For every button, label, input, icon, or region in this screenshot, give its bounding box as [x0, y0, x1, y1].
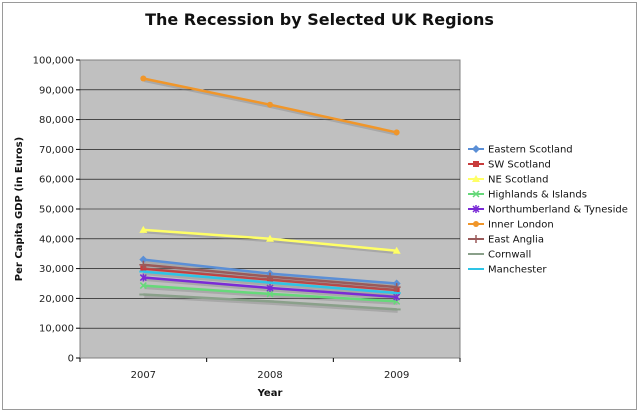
legend-item-eastern-scotland: Eastern Scotland — [468, 145, 573, 156]
data-point — [139, 273, 147, 282]
data-point — [139, 255, 148, 264]
legend-label: Northumberland & Tyneside — [488, 205, 628, 216]
y-tick-label: 60,000 — [39, 175, 74, 186]
y-tick-label: 50,000 — [39, 205, 74, 216]
data-point — [266, 234, 274, 242]
legend-marker — [472, 175, 480, 182]
legend-marker — [472, 235, 480, 243]
series-shadow — [144, 272, 398, 297]
legend-marker — [472, 205, 480, 213]
legend-label: Cornwall — [488, 250, 531, 261]
data-point — [393, 292, 401, 301]
y-axis-ticks: 0 10,000 20,000 30,000 40,000 50,000 60,000 70,… — [33, 56, 80, 365]
x-tick-label: 2007 — [131, 370, 156, 381]
series-northumberland-tyneside — [139, 273, 401, 301]
legend-item-ne-scotland: NE Scotland — [468, 175, 548, 186]
data-point — [267, 101, 273, 108]
legend: Eastern Scotland SW Scotland NE Scotland Hi… — [468, 145, 628, 276]
data-point — [266, 272, 274, 281]
legend-item-northumberland-tyneside: Northumberland & Tyneside — [468, 205, 628, 216]
legend-label: Inner London — [488, 220, 554, 231]
x-axis-title: Year — [257, 388, 283, 399]
data-point — [392, 246, 401, 254]
data-point — [139, 225, 148, 233]
data-point — [393, 129, 400, 136]
legend-label: Eastern Scotland — [488, 145, 573, 156]
legend-marker — [472, 190, 480, 198]
y-tick-label: 10,000 — [39, 324, 74, 335]
y-axis-title: Per Capita GDP (in Euros) — [14, 137, 25, 281]
legend-marker — [473, 221, 479, 227]
data-point — [266, 283, 274, 292]
y-tick-label: 70,000 — [39, 145, 74, 156]
legend-label: SW Scotland — [488, 160, 551, 171]
legend-label: NE Scotland — [488, 175, 548, 186]
y-tick-label: 40,000 — [39, 234, 74, 245]
legend-item-east-anglia: East Anglia — [468, 235, 544, 246]
series-lines — [139, 75, 401, 313]
legend-label: East Anglia — [488, 235, 544, 246]
legend-item-cornwall: Cornwall — [468, 250, 531, 261]
data-point — [266, 290, 274, 298]
series-cornwall — [139, 293, 401, 313]
series-manchester — [139, 270, 401, 297]
y-tick-label: 20,000 — [39, 294, 74, 305]
series-ne-scotland — [139, 225, 401, 255]
data-point — [140, 75, 147, 82]
legend-item-sw-scotland: SW Scotland — [468, 160, 551, 171]
legend-marker — [472, 145, 480, 153]
x-tick-label: 2008 — [257, 370, 282, 381]
series-inner-london — [140, 75, 400, 136]
legend-label: Manchester — [488, 265, 547, 276]
chart-title: The Recession by Selected UK Regions — [145, 10, 494, 29]
data-point — [139, 260, 148, 269]
x-axis-ticks: 2007 2008 2009 — [79, 358, 461, 381]
legend-marker — [473, 161, 479, 167]
legend-label: Highlands & Islands — [488, 190, 587, 201]
y-tick-label: 90,000 — [39, 85, 74, 96]
data-point — [139, 282, 147, 290]
legend-item-inner-london: Inner London — [468, 220, 554, 231]
legend-item-manchester: Manchester — [468, 265, 547, 276]
data-point — [392, 283, 401, 292]
legend-item-highlands-islands: Highlands & Islands — [468, 190, 587, 201]
y-tick-label: 0 — [68, 354, 74, 365]
series-shadow — [144, 265, 398, 291]
y-tick-label: 80,000 — [39, 115, 74, 126]
y-tick-label: 30,000 — [39, 264, 74, 275]
series-shadow — [144, 295, 398, 313]
x-tick-label: 2009 — [384, 370, 409, 381]
y-tick-label: 100,000 — [33, 56, 74, 67]
series-east-anglia — [139, 260, 401, 292]
